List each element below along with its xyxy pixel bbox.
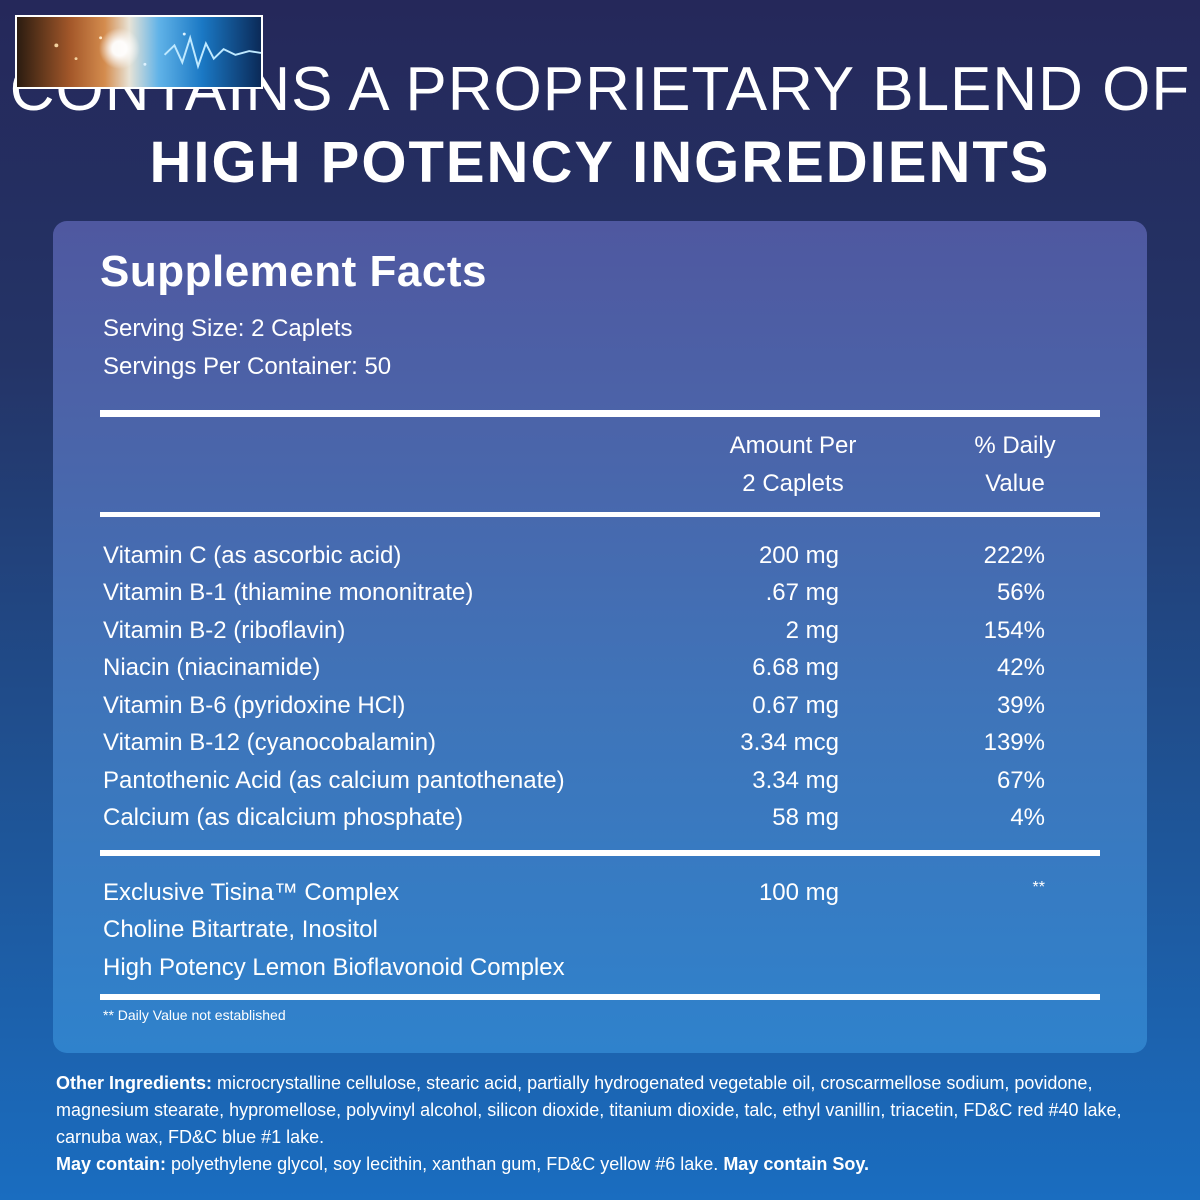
nutrient-amount: 0.67 mg: [752, 692, 839, 719]
nutrient-daily-value: 139%: [983, 729, 1045, 756]
column-header-amount-line2: 2 Caplets: [742, 470, 844, 497]
panel-title: Supplement Facts: [100, 247, 487, 296]
complex-amount: 100 mg: [758, 879, 839, 906]
nutrient-amount: 2 mg: [785, 617, 839, 644]
nutrient-amount: 6.68 mg: [752, 654, 839, 681]
table-row: Vitamin C (as ascorbic acid) 200 mg 222%: [53, 537, 1147, 574]
nutrient-name: Vitamin B-2 (riboflavin): [103, 617, 346, 644]
nutrient-amount: 3.34 mg: [752, 767, 839, 794]
nutrient-amount: .67 mg: [765, 579, 839, 606]
serving-size: Serving Size: 2 Caplets: [103, 315, 353, 342]
footnote: ** Daily Value not established: [103, 1007, 286, 1023]
nutrient-amount: 58 mg: [772, 804, 839, 831]
nutrient-daily-value: 56%: [996, 579, 1045, 606]
table-row: Niacin (niacinamide) 6.68 mg 42%: [53, 649, 1147, 686]
nutrient-daily-value: 42%: [996, 654, 1045, 681]
nutrient-name: Pantothenic Acid (as calcium pantothenat…: [103, 767, 565, 794]
other-ingredients-text: microcrystalline cellulose, stearic acid…: [56, 1073, 1122, 1147]
complex-ingredients-line-2: High Potency Lemon Bioflavonoid Complex: [103, 954, 565, 981]
nutrient-name: Vitamin B-12 (cyanocobalamin): [103, 729, 437, 756]
nutrient-daily-value: 39%: [996, 692, 1045, 719]
table-row: Vitamin B-2 (riboflavin) 2 mg 154%: [53, 612, 1147, 649]
other-ingredients-label: Other Ingredients:: [56, 1073, 213, 1093]
thumbnail-art: [54, 32, 261, 70]
other-ingredients: Other Ingredients: microcrystalline cell…: [56, 1070, 1156, 1178]
nutrient-name: Vitamin C (as ascorbic acid): [103, 542, 402, 569]
nutrient-name: Niacin (niacinamide): [103, 654, 321, 681]
nutrient-name: Vitamin B-1 (thiamine mononitrate): [103, 579, 474, 606]
bottom-divider: [100, 994, 1100, 1000]
nutrient-name: Calcium (as dicalcium phosphate): [103, 804, 464, 831]
may-contain-label: May contain:: [56, 1154, 167, 1174]
header-divider: [100, 512, 1100, 517]
nutrient-daily-value: 4%: [1010, 804, 1045, 831]
table-row: Vitamin B-6 (pyridoxine HCl) 0.67 mg 39%: [53, 687, 1147, 724]
may-contain-soy: May contain Soy.: [723, 1154, 870, 1174]
complex-name: Exclusive Tisina™ Complex: [103, 879, 400, 906]
thick-divider: [100, 410, 1100, 417]
column-header-amount: Amount Per 2 Caplets: [693, 427, 893, 503]
nutrient-name: Vitamin B-6 (pyridoxine HCl): [103, 692, 406, 719]
table-row: Calcium (as dicalcium phosphate) 58 mg 4…: [53, 799, 1147, 836]
headline-line-2: HIGH POTENCY INGREDIENTS: [149, 130, 1051, 195]
may-contain-text: polyethylene glycol, soy lecithin, xanth…: [166, 1154, 719, 1174]
servings-per-container: Servings Per Container: 50: [103, 353, 392, 380]
table-row: Vitamin B-12 (cyanocobalamin) 3.34 mcg 1…: [53, 724, 1147, 761]
complex-ingredients-line-1: Choline Bitartrate, Inositol: [103, 916, 378, 943]
nutrient-daily-value: 67%: [996, 767, 1045, 794]
column-header-amount-line1: Amount Per: [729, 432, 857, 459]
nutrient-amount: 200 mg: [758, 542, 839, 569]
column-header-dv-line2: Value: [985, 470, 1045, 497]
thumbnail-image[interactable]: [15, 15, 263, 89]
nutrient-amount: 3.34 mcg: [740, 729, 839, 756]
complex-daily-value: **: [1032, 879, 1045, 896]
column-header-daily-value: % Daily Value: [915, 427, 1115, 503]
table-row: Pantothenic Acid (as calcium pantothenat…: [53, 762, 1147, 799]
nutrient-daily-value: 222%: [983, 542, 1045, 569]
table-row: Vitamin B-1 (thiamine mononitrate) .67 m…: [53, 574, 1147, 611]
column-header-dv-line1: % Daily: [974, 432, 1056, 459]
supplement-facts-panel: Supplement Facts Serving Size: 2 Caplets…: [53, 221, 1147, 1053]
section-divider: [100, 850, 1100, 856]
nutrient-daily-value: 154%: [983, 617, 1045, 644]
complex-row: Exclusive Tisina™ Complex 100 mg **: [53, 874, 1147, 911]
